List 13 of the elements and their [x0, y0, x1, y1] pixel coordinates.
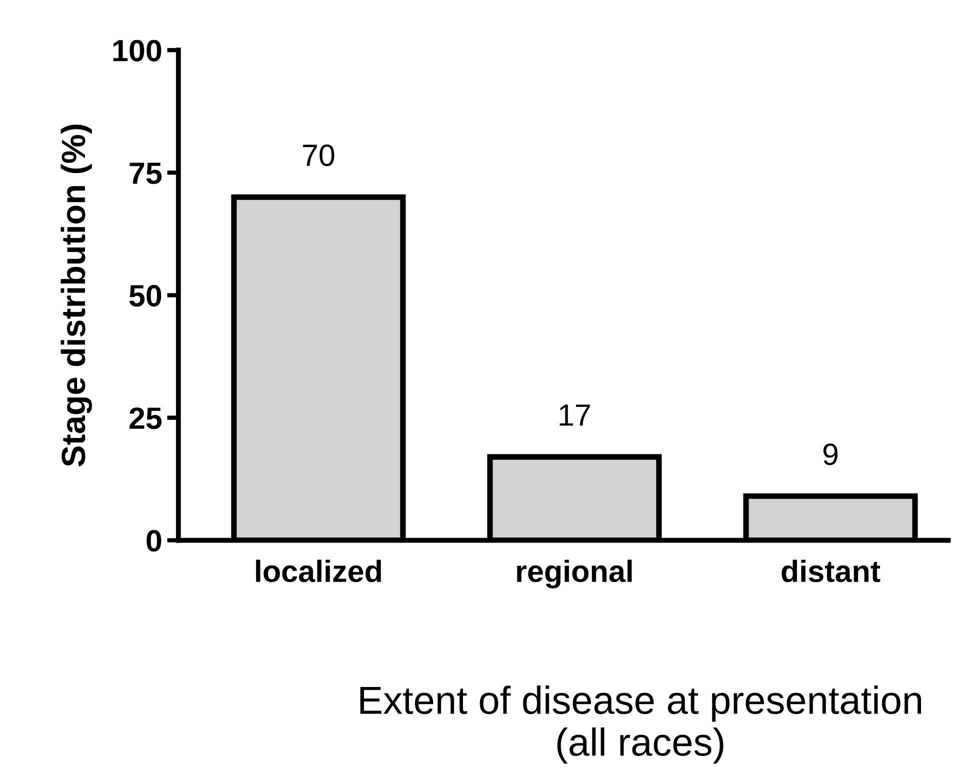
x-axis-title: Extent of disease at presentation (all races) — [360, 686, 922, 764]
x-tick-label: distant — [782, 560, 880, 582]
y-tick-label: 25 — [130, 407, 162, 430]
y-tick-label: 0 — [146, 530, 162, 552]
x-tick-label: localized — [256, 560, 381, 582]
y-axis-title: Stage distribution (%) — [60, 124, 92, 466]
x-tick-label: regional — [517, 560, 632, 588]
data-label: 9 — [823, 443, 838, 466]
data-label: 70 — [303, 144, 334, 166]
data-label: 17 — [560, 404, 590, 426]
y-tick-label: 75 — [130, 162, 162, 184]
y-tick-label: 100 — [113, 40, 162, 62]
y-tick-label: 50 — [129, 284, 162, 307]
